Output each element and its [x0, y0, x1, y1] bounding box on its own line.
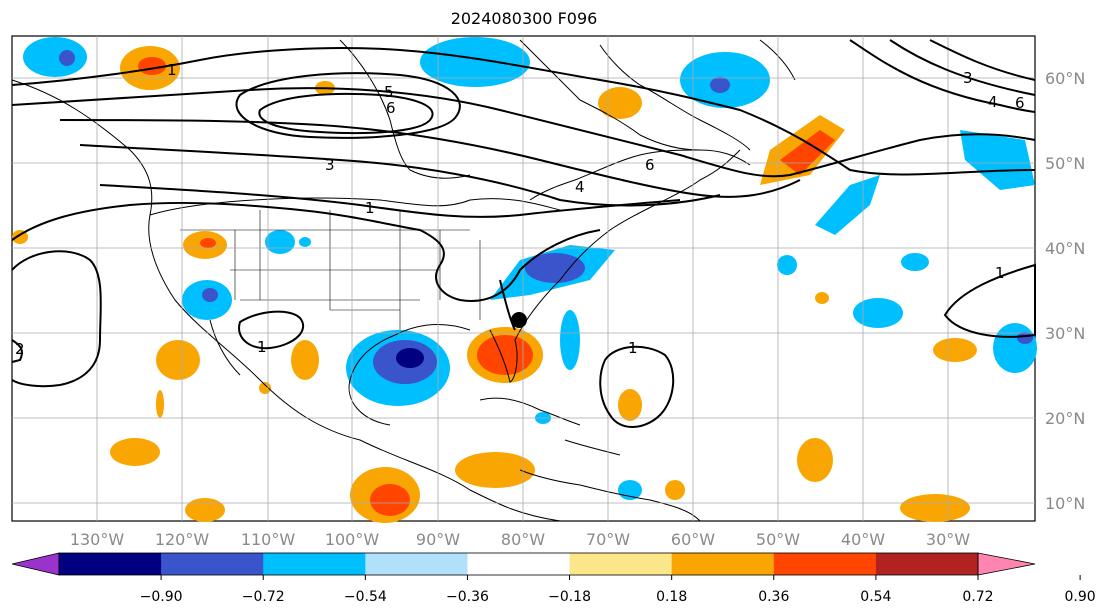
latitude-labels: 60°N 50°N 40°N 30°N 20°N 10°N: [1045, 69, 1085, 513]
colorbar-tick-label: 0.90: [1065, 589, 1096, 605]
negative-anomaly-shading: [23, 37, 1037, 500]
contour-label: 5: [384, 83, 394, 101]
map-panel: 1 5 6 3 1 4 6 3 4 6 1 1 1 2: [11, 35, 1037, 523]
contour-label: 1: [167, 61, 177, 79]
colorbar-tick-label: 0.54: [860, 589, 891, 605]
colorbar-tick-label: −0.18: [548, 589, 591, 605]
latitude-label: 60°N: [1045, 69, 1085, 88]
contour-label: 6: [645, 156, 655, 174]
colorbar-segment: [671, 553, 775, 575]
colorbar-tick-label: −0.54: [344, 589, 387, 605]
colorbar: −0.90 −0.72 −0.54 −0.36 −0.18 0.18 0.36 0.54 0.7…: [11, 552, 1096, 605]
contour-label-group: 1 5 6 3 1 4 6 3 4 6 1 1 1 2: [15, 61, 1025, 358]
contour-lines: [11, 39, 1036, 428]
longitude-label: 70°W: [586, 530, 630, 549]
colorbar-segment: [263, 553, 366, 575]
latitude-label: 50°N: [1045, 154, 1085, 173]
longitude-label: 30°W: [926, 530, 970, 549]
contour-label: 6: [386, 99, 396, 117]
longitude-label: 130°W: [70, 530, 125, 549]
contour-label: 3: [963, 69, 973, 87]
colorbar-segment: [773, 553, 877, 575]
colorbar-tick-label: 0.36: [758, 589, 789, 605]
colorbar-tick-label: 0.72: [962, 589, 993, 605]
colorbar-tick-label: −0.72: [242, 589, 285, 605]
contour-label: 6: [1015, 94, 1025, 112]
colorbar-outline: [58, 552, 979, 576]
contour-label: 1: [257, 338, 267, 356]
latitude-label: 40°N: [1045, 239, 1085, 258]
contour-label: 4: [575, 178, 585, 196]
colorbar-tick-label: −0.90: [140, 589, 183, 605]
longitude-labels: 130°W 120°W 110°W 100°W 90°W 80°W 70°W 60°W 50°W…: [70, 530, 970, 549]
colorbar-tick-label: −0.36: [446, 589, 489, 605]
contour-label: 4: [988, 93, 998, 111]
contour-label: 1: [365, 199, 375, 217]
storm-center-marker: [511, 312, 527, 328]
colorbar-tick-label: 0.18: [656, 589, 687, 605]
longitude-label: 50°W: [756, 530, 800, 549]
colorbar-extend-max: [977, 552, 1036, 576]
colorbar-segment: [59, 553, 162, 575]
longitude-label: 60°W: [671, 530, 715, 549]
longitude-label: 40°W: [841, 530, 885, 549]
graticule: [12, 36, 1035, 521]
colorbar-extend-min: [11, 552, 60, 576]
longitude-label: 90°W: [416, 530, 460, 549]
latitude-label: 30°N: [1045, 324, 1085, 343]
positive-anomaly-shading: [12, 46, 977, 523]
colorbar-segment: [875, 553, 979, 575]
colorbar-segment: [161, 553, 264, 575]
page-title: 2024080300 F096: [450, 9, 598, 28]
longitude-label: 100°W: [325, 530, 380, 549]
colorbar-segment: [467, 553, 571, 575]
longitude-label: 120°W: [155, 530, 210, 549]
contour-label: 1: [995, 264, 1005, 282]
colorbar-segment: [365, 553, 468, 575]
colorbar-segment: [569, 553, 673, 575]
contour-label: 1: [628, 339, 638, 357]
coastlines: [11, 39, 796, 522]
latitude-label: 20°N: [1045, 409, 1085, 428]
contour-label: 3: [325, 156, 335, 174]
longitude-label: 80°W: [501, 530, 545, 549]
longitude-label: 110°W: [241, 530, 296, 549]
latitude-label: 10°N: [1045, 494, 1085, 513]
contour-label: 2: [15, 340, 25, 358]
